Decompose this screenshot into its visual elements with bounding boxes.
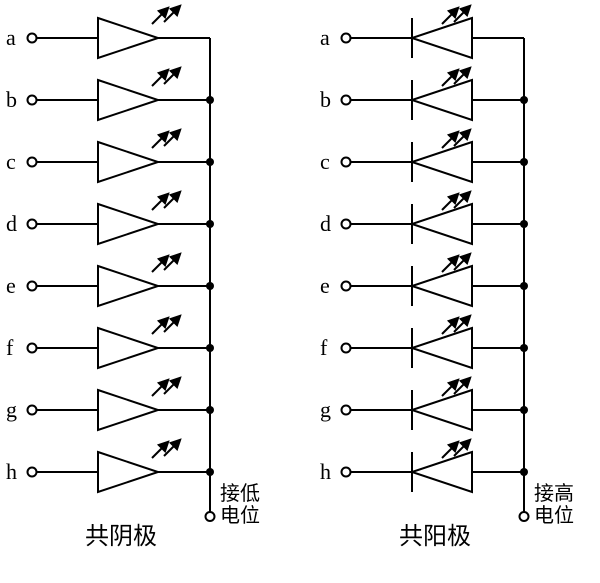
- bus-node: [520, 96, 528, 104]
- pin-terminal-g: [28, 406, 37, 415]
- pin-label-e: e: [320, 273, 330, 298]
- bus-node: [520, 220, 528, 228]
- pin-terminal-g: [342, 406, 351, 415]
- pin-label-d: d: [320, 211, 331, 236]
- pin-terminal-f: [342, 344, 351, 353]
- pin-terminal-h: [342, 468, 351, 477]
- bus-node: [206, 468, 214, 476]
- common-terminal-label: 接高: [534, 482, 574, 505]
- common-terminal-label: 接低: [220, 482, 260, 505]
- pin-terminal-e: [28, 282, 37, 291]
- pin-label-c: c: [6, 149, 16, 174]
- pin-label-f: f: [320, 335, 328, 360]
- bus-node: [206, 344, 214, 352]
- led-d: [98, 204, 158, 244]
- led-g: [98, 390, 158, 430]
- pin-terminal-h: [28, 468, 37, 477]
- pin-label-h: h: [320, 459, 331, 484]
- bus-node: [520, 406, 528, 414]
- pin-label-h: h: [6, 459, 17, 484]
- pin-label-d: d: [6, 211, 17, 236]
- bus-node: [520, 468, 528, 476]
- group-caption: 共阳极: [399, 523, 471, 550]
- pin-terminal-c: [28, 158, 37, 167]
- led-b: [98, 80, 158, 120]
- bus-node: [206, 282, 214, 290]
- pin-label-b: b: [6, 87, 17, 112]
- bus-node: [206, 158, 214, 166]
- led-a: [98, 18, 158, 58]
- pin-terminal-d: [342, 220, 351, 229]
- pin-terminal-a: [342, 34, 351, 43]
- pin-label-a: a: [6, 25, 16, 50]
- pin-label-c: c: [320, 149, 330, 174]
- pin-label-f: f: [6, 335, 14, 360]
- led-f: [98, 328, 158, 368]
- pin-terminal-b: [342, 96, 351, 105]
- pin-terminal-d: [28, 220, 37, 229]
- pin-terminal-c: [342, 158, 351, 167]
- bus-node: [520, 158, 528, 166]
- group-caption: 共阴极: [85, 523, 157, 550]
- bus-node: [520, 282, 528, 290]
- common-terminal-label: 电位: [220, 504, 260, 527]
- led-c: [98, 142, 158, 182]
- pin-label-b: b: [320, 87, 331, 112]
- pin-terminal-e: [342, 282, 351, 291]
- pin-terminal-b: [28, 96, 37, 105]
- pin-label-a: a: [320, 25, 330, 50]
- pin-terminal-a: [28, 34, 37, 43]
- bus-node: [206, 220, 214, 228]
- led-h: [98, 452, 158, 492]
- pin-label-g: g: [320, 397, 331, 422]
- pin-label-e: e: [6, 273, 16, 298]
- bus-node: [206, 406, 214, 414]
- bus-node: [206, 96, 214, 104]
- pin-terminal-f: [28, 344, 37, 353]
- bus-node: [520, 344, 528, 352]
- led-e: [98, 266, 158, 306]
- pin-label-g: g: [6, 397, 17, 422]
- common-terminal-label: 电位: [534, 504, 574, 527]
